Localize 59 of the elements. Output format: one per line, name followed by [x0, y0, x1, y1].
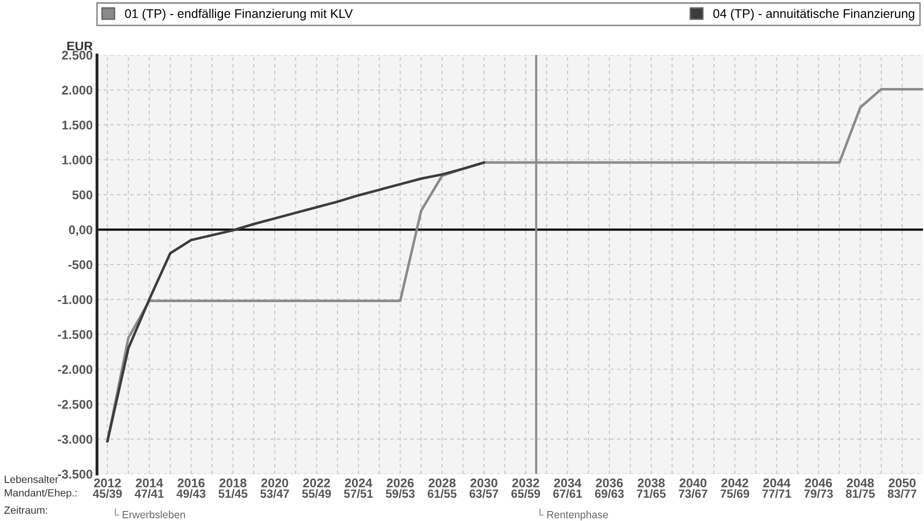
text: 81/75 — [846, 489, 875, 498]
text: 59/53 — [386, 489, 415, 498]
y-tick-label: -3.000 — [58, 434, 92, 444]
line-series — [106, 161, 486, 442]
x-tick-label: 2038 — [638, 478, 665, 488]
text: Zeitraum: — [4, 506, 48, 514]
x-tick-label: 2046 — [805, 478, 832, 488]
x-tick-label: 2044 — [763, 478, 791, 488]
x-tick-label: 2032 — [512, 478, 540, 488]
text: 51/45 — [218, 489, 248, 498]
text: 67/61 — [553, 489, 582, 498]
x-tick-label: 2042 — [721, 478, 748, 488]
text: 75/69 — [720, 489, 750, 498]
y-tick-label: 1.000 — [62, 156, 92, 164]
text: 69/63 — [595, 489, 624, 498]
text: 71/65 — [636, 489, 666, 498]
text: └ Rentenphase — [540, 508, 608, 520]
x-tick-label: 2012 — [94, 478, 121, 488]
text: 49/43 — [176, 489, 206, 498]
y-tick-label: -500 — [68, 260, 92, 270]
x-tick-label: 2036 — [596, 478, 623, 488]
y-tick-label: 0,00 — [69, 225, 92, 236]
x-tick-label: 2014 — [136, 478, 164, 488]
x-tick-label: 2026 — [386, 478, 414, 488]
x-tick-label: 2048 — [846, 478, 874, 488]
y-tick-label: -1.000 — [58, 295, 92, 304]
y-tick-label: 1.500 — [62, 120, 92, 130]
text: 65/59 — [511, 489, 540, 498]
legend-label: 04 (TP) - annuitätische Finanzierung — [713, 8, 914, 20]
text: 79/73 — [804, 489, 833, 498]
text: 63/57 — [470, 489, 498, 498]
text: 53/47 — [260, 489, 290, 498]
legend-label: 01 (TP) - endfällige Finanzierung mit KLV — [124, 8, 353, 20]
x-tick-label: 2024 — [344, 478, 372, 488]
x-tick-label: 2028 — [428, 478, 456, 488]
text: 55/49 — [302, 489, 331, 498]
x-tick-label: 2020 — [261, 478, 288, 488]
y-tick-label: 2.500 — [62, 50, 92, 60]
y-tick-label: -2.500 — [58, 400, 92, 409]
y-tick-label: -1.500 — [58, 330, 92, 339]
x-tick-label: 2022 — [303, 478, 330, 488]
x-tick-label: 2018 — [219, 478, 246, 488]
y-tick-label: -2.000 — [58, 365, 92, 374]
x-tick-label: 2040 — [680, 478, 706, 488]
x-tick-label: 2030 — [470, 478, 498, 488]
text: 77/71 — [762, 489, 792, 498]
text: 61/55 — [428, 489, 457, 498]
y-axis-title: EUR — [67, 42, 93, 50]
y-tick-label: 2.000 — [62, 86, 92, 95]
text: 47/41 — [134, 489, 164, 498]
text: 73/67 — [678, 489, 708, 498]
text: └ Erwerbsleben — [114, 508, 185, 518]
text: 45/39 — [92, 489, 122, 498]
text: 83/77 — [888, 489, 916, 498]
text: 57/51 — [344, 489, 373, 498]
x-tick-label: 2050 — [888, 478, 916, 488]
x-tick-label: 2016 — [178, 478, 205, 488]
y-tick-label: 500 — [72, 190, 92, 200]
x-tick-label: 2034 — [554, 478, 582, 488]
